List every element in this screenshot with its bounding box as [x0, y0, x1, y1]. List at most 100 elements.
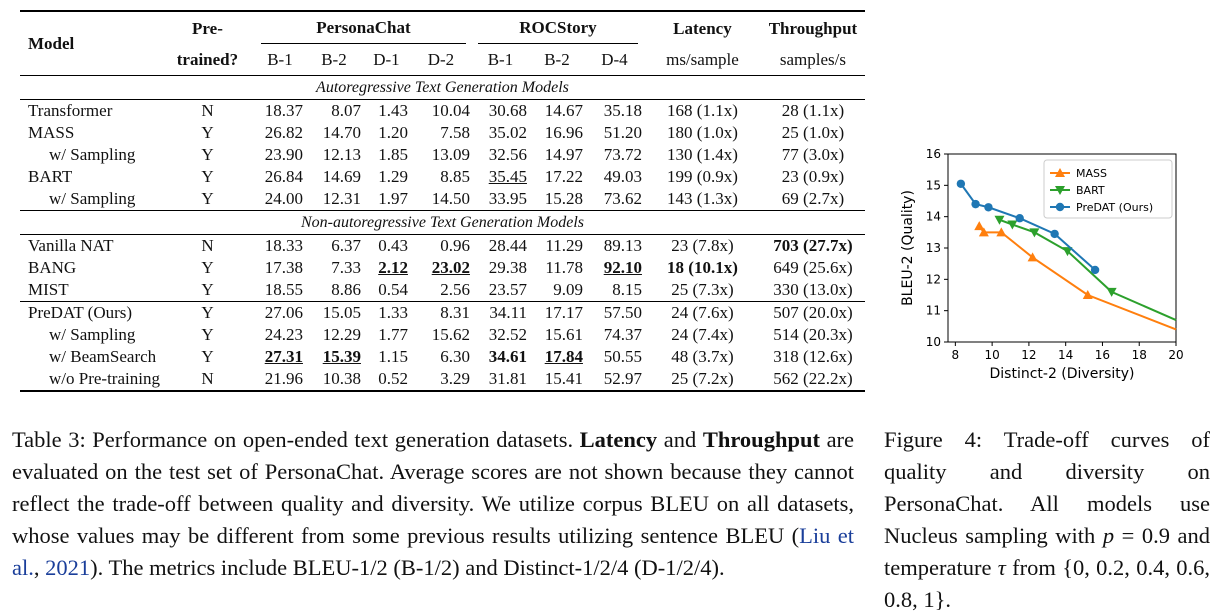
pretrained-cell: Y [201, 258, 214, 277]
metric-cell: 34.61 [488, 347, 527, 366]
metric-cell: 1.29 [378, 167, 408, 186]
metric-cell: 57.50 [603, 303, 642, 322]
header-throughput: Throughput [768, 18, 858, 38]
header-latency-unit: ms/sample [666, 50, 739, 69]
throughput-cell: 318 (12.6x) [773, 347, 853, 366]
citation-year-link[interactable]: 2021 [45, 555, 91, 580]
metric-cell: 23.57 [488, 280, 527, 299]
throughput-cell: 69 (2.7x) [781, 189, 845, 208]
data-point [994, 215, 1005, 225]
header-latency: Latency [673, 18, 732, 38]
metric-cell: 0.43 [378, 236, 408, 255]
results-table-container: Model Pre- PersonaChat ROCStory Latency … [20, 10, 865, 392]
legend-label: PreDAT (Ours) [1076, 201, 1153, 214]
section-header: Non-autoregressive Text Generation Model… [20, 210, 865, 235]
caption-throughput: Throughput [702, 427, 820, 452]
results-table: Model Pre- PersonaChat ROCStory Latency … [20, 10, 865, 392]
legend-label: BART [1076, 184, 1105, 197]
x-tick-label: 20 [1168, 348, 1183, 362]
metric-cell: 29.38 [488, 258, 527, 277]
header-sub: D-1 [373, 50, 400, 69]
series-line-mass [978, 225, 1177, 331]
throughput-cell: 507 (20.0x) [773, 303, 853, 322]
data-point [996, 227, 1007, 237]
throughput-cell: 514 (20.3x) [773, 325, 853, 344]
metric-cell: 34.11 [489, 303, 527, 322]
x-tick-label: 14 [1058, 348, 1073, 362]
section-header: Autoregressive Text Generation Models [20, 75, 865, 100]
metric-cell: 49.03 [603, 167, 642, 186]
caption-label: Table 3: Performance on open-ended text … [12, 427, 574, 452]
y-tick-label: 11 [926, 304, 941, 318]
data-point [1090, 265, 1100, 275]
model-name: w/o Pre-training [49, 369, 160, 388]
metric-cell: 3.29 [440, 369, 470, 388]
caption-latency: Latency [579, 427, 658, 452]
header-sub: D-2 [427, 50, 455, 69]
metric-cell: 1.20 [378, 123, 408, 142]
legend-marker [1055, 186, 1065, 195]
metric-cell: 12.31 [322, 189, 361, 208]
table-row: Vanilla NAT N 18.33 6.37 0.43 0.96 28.44 11.29 8… [20, 234, 865, 258]
caption-text-end: ). The metrics include BLEU-1/2 (B-1/2) … [90, 555, 725, 580]
latency-cell: 180 (1.0x) [667, 123, 738, 142]
metric-cell: 15.41 [544, 369, 583, 388]
metric-cell: 0.96 [440, 236, 470, 255]
param-tau: τ [997, 555, 1006, 580]
x-axis-label: Distinct-2 (Diversity) [989, 366, 1134, 382]
table-row: BART Y 26.84 14.69 1.29 8.85 35.45 17.22 49.03 19… [20, 166, 865, 188]
y-tick-label: 13 [926, 241, 941, 255]
metric-cell: 14.70 [322, 123, 361, 142]
metric-cell: 1.85 [378, 145, 408, 164]
y-tick-label: 16 [926, 147, 941, 161]
metric-cell: 15.05 [322, 303, 361, 322]
legend-marker [1055, 202, 1065, 212]
metric-cell: 35.02 [488, 123, 527, 142]
series-line-bart [999, 218, 1177, 321]
metric-cell: 7.58 [440, 123, 470, 142]
x-tick-label: 16 [1095, 348, 1110, 362]
data-point [974, 221, 985, 231]
metric-cell: 17.38 [264, 258, 303, 277]
param-p: p [1102, 523, 1115, 548]
legend-marker [1055, 168, 1065, 177]
metric-cell: 17.84 [544, 347, 583, 366]
data-point [984, 203, 993, 212]
metric-cell: 14.97 [544, 145, 583, 164]
header-sub: D-4 [601, 50, 628, 69]
metric-cell: 17.17 [544, 303, 583, 322]
pretrained-cell: N [201, 236, 214, 255]
metric-cell: 15.39 [322, 347, 361, 366]
metric-cell: 14.69 [322, 167, 361, 186]
table-row: w/ Sampling Y 24.23 12.29 1.77 15.62 32.52 15.6… [20, 324, 865, 346]
throughput-cell: 23 (0.9x) [781, 167, 845, 186]
metric-cell: 11.29 [545, 236, 583, 255]
pretrained-cell: Y [201, 145, 214, 164]
model-name: w/ Sampling [49, 145, 136, 164]
data-point [1015, 214, 1024, 223]
y-tick-label: 14 [926, 210, 941, 224]
table-row: w/ Sampling Y 23.90 12.13 1.85 13.09 32.56 14.9… [20, 144, 865, 166]
metric-cell: 24.00 [264, 189, 303, 208]
figure-caption: Figure 4: Trade-off curves of quality an… [884, 424, 1210, 616]
metric-cell: 30.68 [488, 101, 527, 120]
metric-cell: 16.96 [544, 123, 583, 142]
header-personachat: PersonaChat [255, 11, 472, 44]
metric-cell: 27.06 [264, 303, 303, 322]
metric-cell: 14.67 [544, 101, 583, 120]
metric-cell: 18.55 [264, 280, 303, 299]
data-point [978, 227, 989, 237]
legend-label: MASS [1076, 167, 1107, 180]
metric-cell: 52.97 [603, 369, 642, 388]
header-model: Model [28, 34, 75, 53]
header-rocstory: ROCStory [472, 11, 644, 44]
table-row: BANG Y 17.38 7.33 2.12 23.02 29.38 11.78 92.10 18… [20, 257, 865, 279]
model-name: Vanilla NAT [28, 236, 114, 255]
latency-cell: 24 (7.4x) [671, 325, 734, 344]
model-name: MASS [28, 123, 75, 142]
table-row: MASS Y 26.82 14.70 1.20 7.58 35.02 16.96 51.20 18… [20, 122, 865, 144]
data-point [1007, 220, 1018, 230]
latency-cell: 143 (1.3x) [667, 189, 738, 208]
tradeoff-figure: 8 10 12 14 16 18 20 10 11 12 13 14 15 16 Distinct-2 (D… [896, 140, 1196, 393]
citation-link[interactable]: Liu et al. [12, 523, 855, 580]
